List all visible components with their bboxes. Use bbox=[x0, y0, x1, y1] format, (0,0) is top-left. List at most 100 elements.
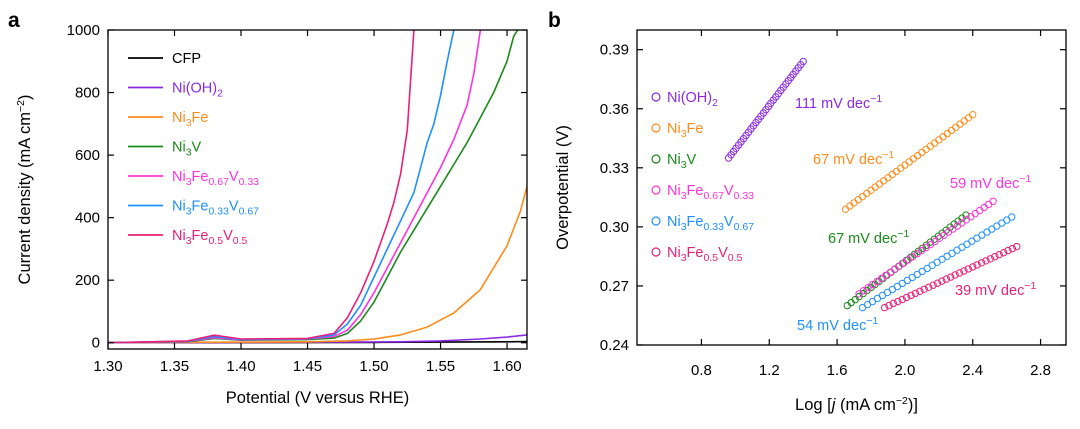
slope-label-Ni3Fe0.5V0.5: 39 mV dec−1 bbox=[955, 280, 1036, 299]
legend-label-part: Ni bbox=[667, 183, 681, 199]
x-tick-label: 1.6 bbox=[827, 362, 848, 379]
legend-label-subscript: 2 bbox=[712, 97, 718, 109]
legend-marker-Ni3Fe0.67V0.33 bbox=[651, 185, 661, 195]
slope-label-superscript: −1 bbox=[866, 315, 878, 327]
legend-label-Ni(OH)2: Ni(OH)2 bbox=[667, 90, 718, 109]
legend-label-part: V bbox=[229, 199, 239, 215]
legend-label-part: Ni bbox=[667, 152, 681, 168]
x-tick-label: 1.30 bbox=[93, 358, 122, 375]
x-tick-label: 1.45 bbox=[293, 358, 322, 375]
legend-label-subscript: 3 bbox=[681, 221, 687, 233]
slope-label-superscript: −1 bbox=[1019, 173, 1031, 185]
data-point bbox=[918, 148, 926, 157]
x-axis-title: Log [j (mA cm−2)] bbox=[795, 395, 918, 414]
data-point bbox=[989, 197, 997, 206]
y-axis-title: Overpotential (V) bbox=[554, 125, 572, 250]
y-tick-label: 1000 bbox=[67, 22, 100, 39]
legend-label-Ni3Fe0.5V0.5: Ni3Fe0.5V0.5 bbox=[667, 245, 743, 264]
y-tick-label: 0.27 bbox=[600, 278, 629, 295]
data-point bbox=[1008, 213, 1016, 221]
y-tick-label: 0.33 bbox=[600, 160, 629, 177]
data-point bbox=[925, 283, 933, 291]
data-point bbox=[1008, 244, 1017, 253]
slope-label-part: 59 mV dec bbox=[950, 176, 1019, 192]
legend-label-subscript: 0.33 bbox=[734, 190, 755, 202]
legend-label-part: CFP bbox=[172, 51, 201, 67]
data-point bbox=[894, 297, 902, 306]
y-tick-label: 0.39 bbox=[600, 42, 629, 59]
legend-label-part: V bbox=[229, 169, 239, 185]
y-axis-title: Current density (mA cm−2) bbox=[15, 95, 34, 285]
legend-label-subscript: 3 bbox=[681, 190, 687, 202]
legend-label-part: Fe bbox=[192, 199, 209, 215]
y-tick-label: 400 bbox=[75, 210, 100, 227]
x-axis-title-part: )] bbox=[908, 396, 918, 414]
slope-label-part: 67 mV dec bbox=[813, 152, 882, 168]
legend-label-CFP: CFP bbox=[172, 51, 201, 67]
data-point bbox=[880, 177, 888, 185]
panel-a-letter: a bbox=[8, 9, 20, 32]
series-line-Ni3Fe0.5V0.5 bbox=[108, 30, 415, 344]
data-point bbox=[964, 265, 972, 273]
legend-label-part: Fe bbox=[687, 121, 704, 137]
data-point bbox=[955, 269, 964, 277]
panel-a-curves bbox=[108, 30, 527, 344]
legend-label-part: V bbox=[192, 140, 202, 156]
slope-label-Ni3Fe0.33V0.67: 54 mV dec−1 bbox=[797, 315, 878, 334]
data-point bbox=[911, 289, 920, 298]
data-point bbox=[952, 123, 960, 132]
data-point bbox=[913, 151, 922, 160]
legend-label-subscript: 0.67 bbox=[734, 221, 755, 233]
legend-marker-Ni(OH)2 bbox=[651, 92, 661, 102]
slope-label-superscript: −1 bbox=[897, 228, 909, 240]
legend-label-subscript: 3 bbox=[186, 147, 192, 159]
slope-label-Ni(OH)2: 111 mV dec−1 bbox=[795, 93, 882, 112]
x-tick-label: 2.4 bbox=[962, 362, 983, 379]
legend-label-subscript: 3 bbox=[681, 128, 687, 140]
y-axis-title-superscript: −2 bbox=[15, 100, 27, 112]
legend-label-Ni3Fe: Ni3Fe bbox=[667, 121, 703, 140]
legend-label-part: Ni bbox=[172, 199, 186, 215]
legend-label-part: V bbox=[724, 214, 734, 230]
data-point bbox=[889, 299, 898, 308]
y-axis-title-part: Current density (mA cm bbox=[16, 112, 34, 284]
legend-label-part: Fe bbox=[687, 183, 704, 199]
data-point bbox=[898, 295, 906, 304]
legend-label-Ni3V: Ni3V bbox=[667, 152, 697, 171]
data-point bbox=[982, 257, 990, 265]
y-tick-label: 0 bbox=[92, 335, 100, 352]
data-point bbox=[884, 174, 892, 182]
data-point bbox=[929, 281, 937, 289]
series-points-Ni3Fe0.5V0.5 bbox=[880, 242, 1021, 312]
legend-label-subscript: 3 bbox=[681, 159, 687, 171]
data-point bbox=[799, 57, 807, 66]
legend-marker-Ni3Fe0.33V0.67 bbox=[651, 216, 661, 226]
legend-marker-Ni3Fe bbox=[651, 123, 661, 133]
data-point bbox=[885, 301, 893, 310]
panel-b-chart: 111 mV dec−167 mV dec−167 mV dec−159 mV … bbox=[554, 29, 1067, 414]
data-point bbox=[962, 211, 970, 219]
slope-label-Ni3Fe: 67 mV dec−1 bbox=[813, 149, 894, 168]
data-point bbox=[973, 261, 981, 269]
data-point bbox=[995, 251, 1003, 259]
y-tick-label: 0.36 bbox=[600, 101, 629, 118]
legend-label-subscript: 3 bbox=[186, 176, 192, 188]
series-line-Ni3Fe0.33V0.67 bbox=[108, 30, 455, 344]
data-point bbox=[999, 249, 1008, 257]
legend-label-subscript: 0.67 bbox=[208, 176, 229, 188]
legend-label-subscript: 0.5 bbox=[703, 252, 718, 264]
data-point bbox=[907, 291, 915, 300]
slope-label-Ni3Fe0.67V0.33: 59 mV dec−1 bbox=[950, 173, 1031, 192]
legend-label-part: Ni bbox=[667, 121, 681, 137]
legend-label-subscript: 0.33 bbox=[703, 221, 724, 233]
slope-label-part: 67 mV dec bbox=[828, 231, 897, 247]
legend-label-Ni3Fe0.33V0.67: Ni3Fe0.33V0.67 bbox=[172, 199, 259, 218]
data-point bbox=[841, 205, 850, 213]
legend-label-part: Ni bbox=[172, 140, 186, 156]
x-axis-title-part: (mA cm bbox=[835, 396, 896, 414]
y-tick-label: 600 bbox=[75, 147, 100, 164]
data-point bbox=[942, 275, 950, 283]
series-line-Ni3Fe0.67V0.33 bbox=[108, 30, 482, 344]
legend-label-part: Ni(OH) bbox=[172, 81, 217, 97]
legend-label-part: V bbox=[687, 152, 697, 168]
